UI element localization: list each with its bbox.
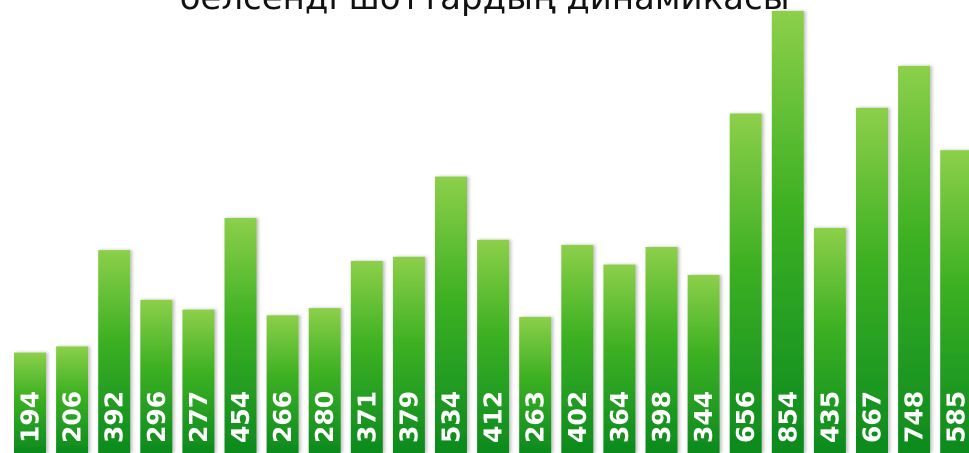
bar-value-label: 371 [352,391,381,443]
bar-value-label: 435 [815,391,844,443]
bar-value-label: 266 [268,391,297,443]
bar [519,316,552,453]
bar [350,261,383,453]
bar [14,352,46,453]
bar [813,227,846,453]
bar-value-label: 454 [226,391,255,443]
bar [771,11,804,453]
bar-value-label: 585 [942,391,969,443]
bar-value-label: 748 [900,391,929,443]
bar-value-label: 534 [437,391,466,443]
bar-value-label: 206 [58,391,87,443]
bar [729,113,762,453]
bar-value-label: 412 [479,391,508,443]
bar [898,65,931,453]
bar-value-label: 379 [394,391,423,443]
bar-value-label: 667 [858,391,887,443]
bar [308,308,341,453]
bar [687,275,720,453]
bar-value-label: 263 [521,391,550,443]
bar-value-label: 402 [563,391,592,443]
bar-value-label: 854 [773,391,802,443]
bar-value-label: 344 [689,391,718,443]
bar [856,107,888,453]
chart-title: белсенді шоттардың динамикасы [0,0,969,18]
bar [140,299,173,453]
bar-value-label: 392 [100,391,129,443]
bar [182,309,215,453]
bar-value-label: 280 [310,391,339,443]
bar [940,150,969,453]
bar [561,244,594,453]
data-labels-layer: 194 206 392 296 277 454 266 280 371 379 534 412 263 4… [16,391,969,443]
bar [98,250,131,453]
bar-value-label: 656 [731,391,760,443]
bar-value-label: 296 [142,391,171,443]
bar [603,264,636,453]
bar [477,239,510,453]
bar [56,346,89,453]
bar [266,315,299,453]
bars-layer [14,11,969,453]
bar [645,247,678,453]
bar [435,176,467,453]
bar-value-label: 194 [16,391,45,443]
bar-value-label: 398 [647,391,676,443]
bar [224,218,257,453]
bar-value-label: 364 [605,391,634,443]
bar-value-label: 277 [184,391,213,443]
bar [392,256,425,453]
